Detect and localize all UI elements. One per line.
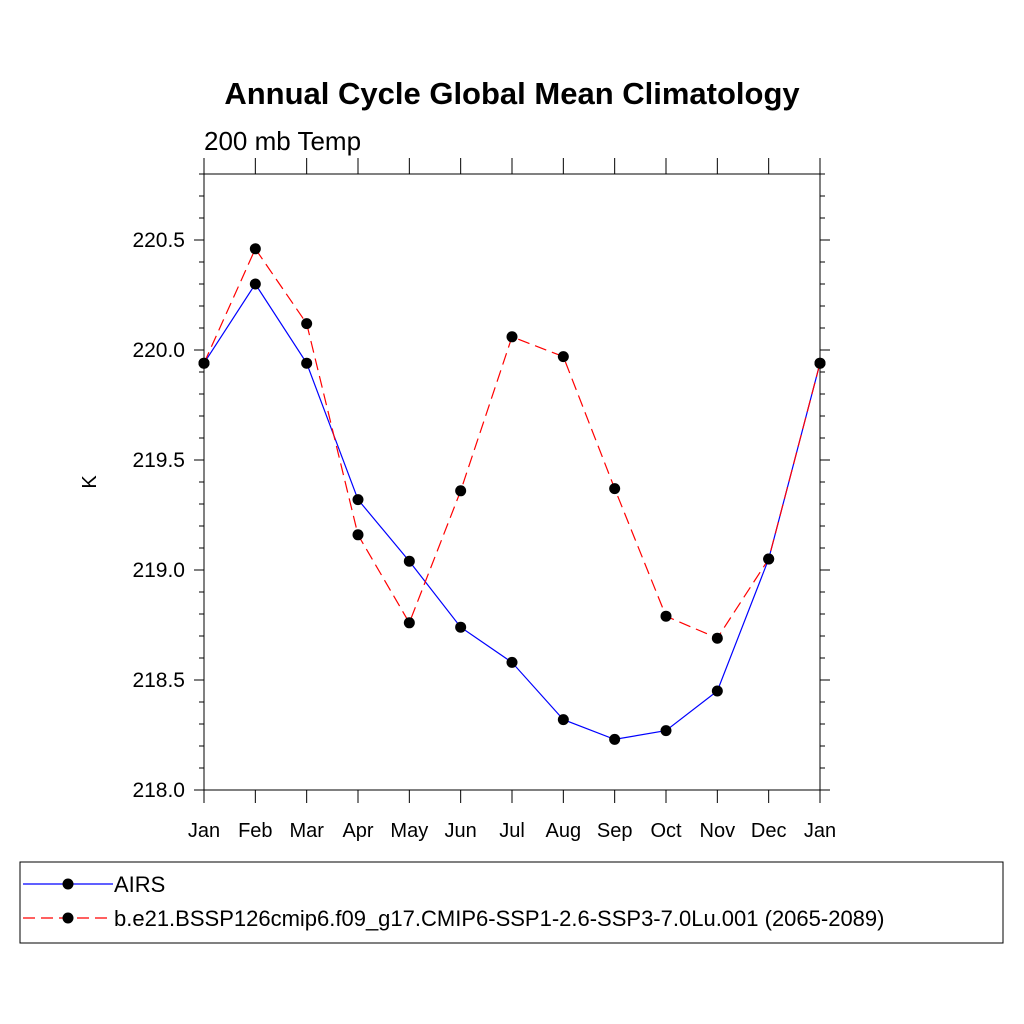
series-point-1 (711, 632, 723, 644)
series-point-1 (455, 485, 467, 497)
x-tick-label: Feb (238, 820, 272, 842)
plot-frame (203, 173, 821, 791)
legend-label-0: AIRS (114, 872, 165, 897)
x-tick-label: Jan (188, 820, 220, 842)
series-point-1 (763, 553, 775, 565)
legend-label-1: b.e21.BSSP126cmip6.f09_g17.CMIP6-SSP1-2.… (114, 906, 884, 931)
x-tick-label: Jun (445, 820, 477, 842)
axes: 218.0 218.5 219.0 219.5 220.0 220.5 Jan Feb Mar A… (132, 158, 836, 842)
series-point-0 (403, 555, 415, 567)
y-tick-label: 218.5 (132, 669, 185, 692)
series-point-1 (506, 331, 518, 343)
x-tick-label: May (390, 820, 428, 842)
x-tick-label: Mar (289, 820, 324, 842)
series-point-1 (660, 610, 672, 622)
x-tick-label: Oct (650, 820, 682, 842)
series-point-0 (506, 656, 518, 668)
series-point-0 (301, 357, 313, 369)
series-point-0 (660, 725, 672, 737)
series-point-0 (557, 714, 569, 726)
series-point-1 (403, 617, 415, 629)
x-tick-label: Jan (804, 820, 836, 842)
series-point-1 (198, 357, 210, 369)
y-axis-label: K (79, 475, 101, 489)
y-tick-label: 219.5 (132, 449, 185, 472)
series-1 (198, 243, 826, 644)
x-tick-label: Dec (751, 820, 787, 842)
legend-box (19, 861, 1004, 944)
legend-marker-1 (62, 912, 74, 924)
series-point-0 (249, 278, 261, 290)
x-tick-label: Nov (700, 820, 736, 842)
series-point-1 (352, 529, 364, 541)
y-tick-label: 219.0 (132, 559, 185, 582)
series-layer (198, 243, 826, 745)
x-tick-label: Aug (546, 820, 582, 842)
legend: AIRS b.e21.BSSP126cmip6.f09_g17.CMIP6-SSP… (23, 872, 884, 931)
series-point-0 (609, 733, 621, 745)
x-tick-label: Sep (597, 820, 633, 842)
x-tick-label: Apr (342, 820, 373, 842)
chart-title: Annual Cycle Global Mean Climatology (224, 76, 800, 111)
legend-marker-0 (62, 878, 74, 890)
series-0 (198, 278, 826, 745)
series-point-1 (249, 243, 261, 255)
series-point-1 (814, 357, 826, 369)
y-tick-label: 220.0 (132, 339, 185, 362)
series-point-0 (455, 621, 467, 633)
series-line-0 (203, 282, 821, 741)
y-tick-label: 218.0 (132, 779, 185, 802)
x-tick-label: Jul (499, 820, 525, 842)
y-tick-label: 220.5 (132, 229, 185, 252)
series-point-0 (711, 685, 723, 697)
series-line-1 (203, 247, 821, 639)
series-point-0 (352, 494, 364, 506)
chart-subtitle: 200 mb Temp (204, 126, 361, 156)
series-point-1 (557, 351, 569, 363)
series-point-1 (301, 318, 313, 330)
series-point-1 (609, 483, 621, 495)
